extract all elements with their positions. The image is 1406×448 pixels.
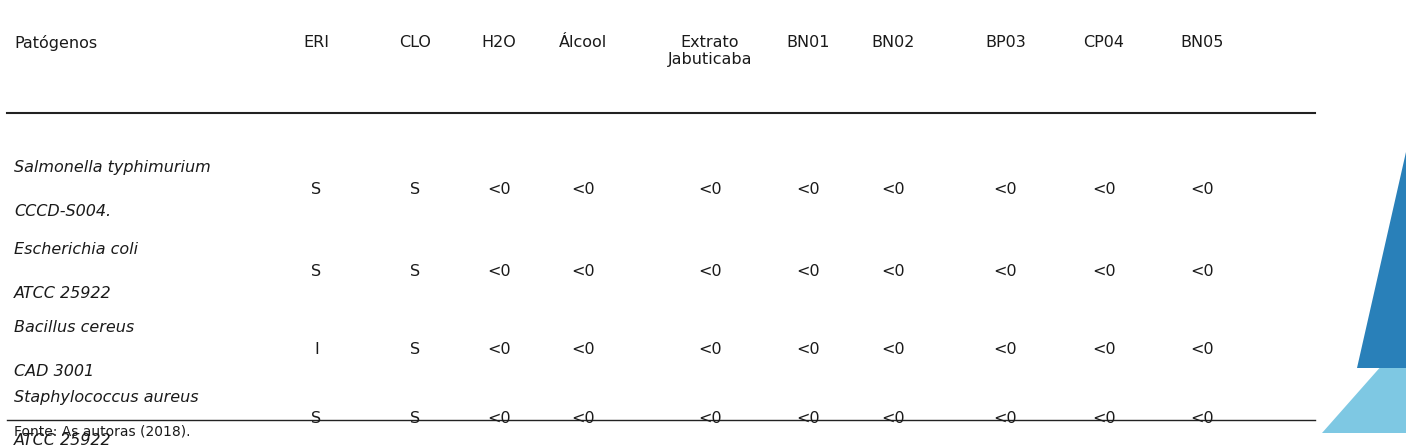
Text: <0: <0	[1191, 182, 1213, 197]
Text: <0: <0	[488, 264, 510, 279]
Text: Salmonella typhimurium: Salmonella typhimurium	[14, 160, 211, 175]
Text: <0: <0	[488, 342, 510, 357]
Text: <0: <0	[1191, 264, 1213, 279]
Text: <0: <0	[488, 182, 510, 197]
Text: <0: <0	[572, 182, 595, 197]
Text: <0: <0	[994, 342, 1017, 357]
Text: CCCD-S004.: CCCD-S004.	[14, 203, 111, 219]
Text: <0: <0	[572, 264, 595, 279]
Text: Staphylococcus aureus: Staphylococcus aureus	[14, 390, 198, 405]
Text: BN02: BN02	[872, 34, 914, 50]
Text: <0: <0	[488, 411, 510, 426]
Text: S: S	[311, 264, 322, 279]
Text: <0: <0	[572, 411, 595, 426]
Text: CLO: CLO	[399, 34, 430, 50]
Text: <0: <0	[797, 264, 820, 279]
Text: <0: <0	[1191, 342, 1213, 357]
Polygon shape	[1322, 338, 1406, 433]
Text: <0: <0	[882, 264, 904, 279]
Text: <0: <0	[882, 411, 904, 426]
Text: ATCC 25922: ATCC 25922	[14, 286, 111, 301]
Text: S: S	[409, 342, 420, 357]
Text: ERI: ERI	[304, 34, 329, 50]
Text: CAD 3001: CAD 3001	[14, 364, 94, 379]
Text: <0: <0	[882, 342, 904, 357]
Text: ATCC 25922: ATCC 25922	[14, 433, 111, 448]
Polygon shape	[1357, 151, 1406, 368]
Text: Escherichia coli: Escherichia coli	[14, 242, 138, 258]
Text: Extrato
Jabuticaba: Extrato Jabuticaba	[668, 34, 752, 67]
Text: <0: <0	[797, 182, 820, 197]
Text: <0: <0	[1092, 182, 1115, 197]
Text: <0: <0	[699, 342, 721, 357]
Text: S: S	[409, 182, 420, 197]
Text: <0: <0	[699, 411, 721, 426]
Text: Bacillus cereus: Bacillus cereus	[14, 320, 135, 336]
Text: S: S	[409, 264, 420, 279]
Text: BN05: BN05	[1181, 34, 1223, 50]
Text: <0: <0	[797, 342, 820, 357]
Text: <0: <0	[1092, 264, 1115, 279]
Text: S: S	[311, 182, 322, 197]
Text: <0: <0	[994, 264, 1017, 279]
Text: <0: <0	[882, 182, 904, 197]
Text: <0: <0	[699, 182, 721, 197]
Text: CP04: CP04	[1083, 34, 1125, 50]
Text: <0: <0	[699, 264, 721, 279]
Text: BN01: BN01	[787, 34, 830, 50]
Text: S: S	[311, 411, 322, 426]
Text: I: I	[314, 342, 319, 357]
Text: Fonte: As autoras (2018).: Fonte: As autoras (2018).	[14, 424, 191, 438]
Text: Álcool: Álcool	[560, 34, 607, 50]
Text: <0: <0	[572, 342, 595, 357]
Text: <0: <0	[1191, 411, 1213, 426]
Text: H2O: H2O	[482, 34, 516, 50]
Text: S: S	[409, 411, 420, 426]
Text: <0: <0	[994, 182, 1017, 197]
Text: <0: <0	[1092, 342, 1115, 357]
Text: <0: <0	[994, 411, 1017, 426]
Text: <0: <0	[797, 411, 820, 426]
Text: BP03: BP03	[986, 34, 1025, 50]
Text: Patógenos: Patógenos	[14, 34, 97, 51]
Text: <0: <0	[1092, 411, 1115, 426]
